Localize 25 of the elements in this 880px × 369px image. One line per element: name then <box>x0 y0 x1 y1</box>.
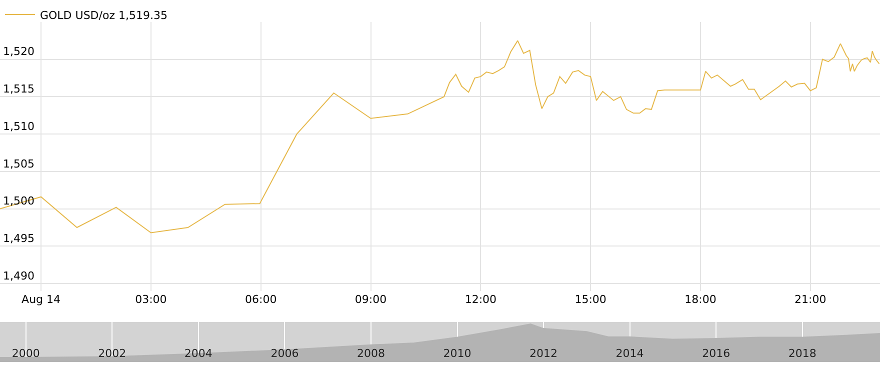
x-tick-label: 09:00 <box>354 293 387 306</box>
x-tick-label: 2010 <box>443 346 472 360</box>
x-tick-label: 2018 <box>788 346 816 360</box>
x-tick-label: 2002 <box>98 346 126 360</box>
x-tick-label: 2014 <box>616 346 644 360</box>
x-tick-label: 18:00 <box>684 293 716 306</box>
x-tick-label: 2004 <box>184 346 212 360</box>
x-tick-label: 2016 <box>702 346 730 360</box>
x-tick-label: 06:00 <box>245 293 277 306</box>
x-tick-label: Aug 14 <box>22 293 61 306</box>
y-tick-label: 1,505 <box>3 157 34 170</box>
y-tick-label: 1,515 <box>3 82 34 96</box>
x-tick-label: 2008 <box>356 346 385 360</box>
y-tick-label: 1,510 <box>3 120 34 133</box>
x-tick-label: 2000 <box>12 346 40 360</box>
x-tick-label: 2012 <box>530 346 558 360</box>
x-tick-label: 15:00 <box>574 293 606 306</box>
x-tick-label: 03:00 <box>135 293 167 306</box>
y-tick-label: 1,490 <box>3 269 34 282</box>
y-tick-label: 1,495 <box>3 232 34 246</box>
x-tick-label: 21:00 <box>794 293 826 306</box>
legend-label: GOLD USD/oz 1,519.35 <box>40 8 168 22</box>
y-tick-label: 1,520 <box>3 45 34 58</box>
x-tick-label: 2006 <box>270 346 299 360</box>
x-tick-label: 12:00 <box>464 293 497 306</box>
